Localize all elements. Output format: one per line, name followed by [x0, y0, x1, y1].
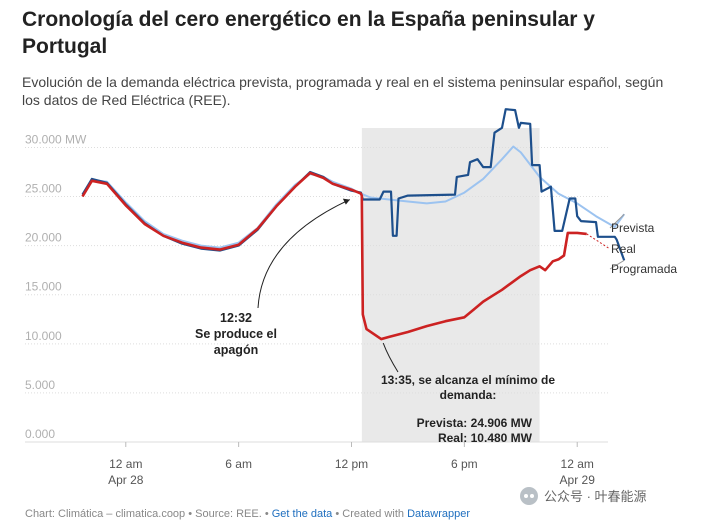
- line-label-connector: [586, 233, 611, 250]
- chart-subtitle: Evolución de la demanda eléctrica previs…: [22, 74, 664, 108]
- blackout-annotation-text: apagón: [214, 343, 258, 357]
- series-line-programada: [81, 108, 626, 261]
- y-tick-label: 10.000: [25, 329, 62, 343]
- watermark: 公众号 · 叶春能源: [520, 486, 647, 505]
- datawrapper-link[interactable]: Datawrapper: [407, 508, 471, 520]
- line-label-connector: [609, 259, 625, 270]
- blackout-annotation-arrowhead: [342, 198, 350, 205]
- wechat-icon: [520, 486, 538, 505]
- x-tick-date-label: Apr 28: [108, 473, 144, 487]
- watermark-text: 公众号 · 叶春能源: [544, 489, 647, 504]
- series-line-prevista: [81, 145, 626, 249]
- x-tick-label: 6 am: [225, 457, 252, 471]
- line-label-programada: Programada: [611, 262, 677, 276]
- y-tick-label: 5.000: [25, 378, 55, 392]
- x-tick-label: 12 am: [561, 457, 594, 471]
- minimum-annotation-arrow: [382, 342, 399, 373]
- x-tick-label: 12 pm: [335, 457, 368, 471]
- line-label-connector: [609, 213, 625, 229]
- y-tick-label: 30.000 MW: [25, 132, 87, 146]
- minimum-annotation-text: 13:35, se alcanza el mínimo de: [381, 373, 555, 387]
- y-tick-label: 15.000: [25, 280, 62, 294]
- blackout-annotation-arrow: [257, 199, 351, 309]
- blackout-annotation-text: Se produce el: [195, 327, 277, 341]
- blackout-annotation-text: 12:32: [220, 311, 252, 325]
- minimum-values-text: Real: 10.480 MW: [438, 431, 533, 445]
- chart-footer: Chart: Climática – climatica.coop • Sour…: [25, 508, 470, 520]
- footer-credit: Chart: Climática – climatica.coop • Sour…: [25, 508, 272, 520]
- minimum-annotation-text: demanda:: [440, 388, 497, 402]
- chart-title: Cronología del cero energético en la Esp…: [22, 8, 595, 58]
- x-tick-label: 12 am: [109, 457, 142, 471]
- minimum-values-text: Prevista: 24.906 MW: [417, 416, 533, 430]
- y-tick-label: 20.000: [25, 231, 62, 245]
- x-tick-date-label: Apr 29: [560, 473, 596, 487]
- series-line-real: [81, 171, 587, 341]
- y-tick-label: 25.000: [25, 182, 62, 196]
- line-label-prevista: Prevista: [611, 221, 655, 235]
- y-tick-label: 0.000: [25, 427, 55, 441]
- get-data-link[interactable]: Get the data: [271, 508, 333, 520]
- line-label-real: Real: [611, 242, 636, 256]
- footer-created: • Created with: [332, 508, 408, 520]
- x-tick-label: 6 pm: [451, 457, 478, 471]
